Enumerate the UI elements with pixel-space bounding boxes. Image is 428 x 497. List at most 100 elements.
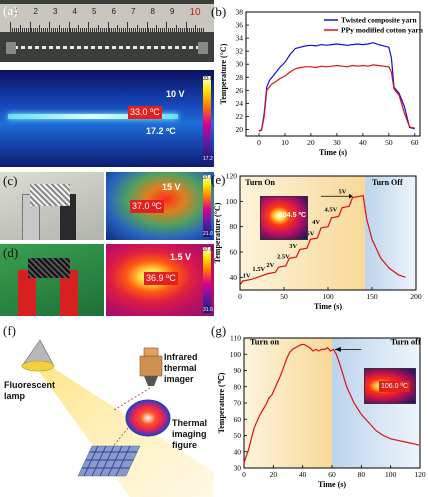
ruler-tick	[76, 28, 77, 32]
legend-label: PPy modified cotton yarn	[341, 26, 424, 35]
panel-f-label: (f)	[3, 323, 16, 338]
ruler-photo: 1 2 3 4 5 6 7 8 9 10	[0, 0, 214, 62]
x-tick-label: 30	[333, 138, 341, 147]
ruler: 1 2 3 4 5 6 7 8 9 10	[0, 4, 214, 32]
y-tick-label: 28	[236, 73, 244, 82]
y-tick-label: 30	[236, 60, 244, 69]
ruler-tick	[201, 28, 202, 32]
x-tick-label: 10	[281, 138, 289, 147]
ruler-tick	[31, 28, 33, 32]
y-tick-label: 120	[226, 172, 238, 181]
lamp-mouth	[21, 360, 55, 372]
ruler-tick	[197, 28, 198, 32]
ruler-tick	[134, 28, 136, 32]
ruler-tick	[70, 28, 72, 32]
panel-c-label: (c)	[3, 173, 18, 188]
ruler-number: 6	[111, 7, 116, 16]
ruler-tick	[183, 28, 185, 32]
voltage-step-label: 3.5V	[302, 231, 315, 238]
ruler-tick	[41, 28, 42, 32]
ruler-tick	[56, 28, 58, 32]
ruler-tick	[193, 28, 194, 32]
figure-label: Thermal imaging figure	[172, 418, 208, 450]
ruler-tick	[97, 25, 99, 32]
ruler-tick	[158, 28, 159, 32]
ruler-tick	[138, 28, 140, 32]
x-tick-label: 60	[411, 138, 419, 147]
imager-lens	[144, 376, 158, 386]
y-tick-label: 38	[236, 8, 244, 17]
turn-off-label: Turn Off	[372, 178, 403, 187]
series-line-1	[239, 194, 406, 286]
imager-link-2	[109, 427, 129, 451]
ruler-tick	[191, 28, 192, 32]
inset-arrowhead-e	[349, 193, 353, 199]
panel-d: 1.5 V 36.9 ºC 37.0 31.0 (d)	[0, 244, 214, 316]
ruler-tick	[187, 28, 189, 32]
y-tick-label: 60	[230, 248, 238, 257]
cold-temp-a: 17.2 ºC	[146, 126, 176, 136]
y-tick-label: 32	[236, 47, 244, 56]
ruler-tick	[185, 22, 187, 32]
ruler-tick	[64, 28, 66, 32]
inset-arrowhead-g	[334, 346, 341, 352]
voltage-label-c: 15 V	[162, 182, 181, 192]
inset-e: 104.5 ºC	[260, 196, 308, 240]
left-electrode	[6, 42, 16, 54]
ruler-number: 9	[170, 7, 175, 16]
red-clip-left	[18, 270, 36, 316]
inset-g-temp: 106.0 ºC	[379, 381, 411, 392]
chart-g: 0 20 40 60 80 100 120 30 40 50 60 70 80 90 100 110 Time …	[217, 334, 426, 490]
ruler-tick	[167, 28, 169, 32]
voltage-step-label: 5V	[339, 189, 347, 196]
ruler-tick	[175, 25, 177, 32]
ruler-number: 7	[131, 7, 136, 16]
inset-e-temp: 104.5 ºC	[279, 212, 307, 219]
ruler-tick	[78, 25, 79, 32]
ruler-tick	[13, 28, 15, 32]
y-tick-label: 30	[234, 464, 242, 473]
ruler-tick	[84, 28, 85, 32]
ruler-tick	[164, 28, 165, 32]
ruler-tick	[148, 28, 150, 32]
y-axis-label: Temperature (℃)	[217, 372, 226, 433]
y-tick-label: 110	[230, 334, 241, 343]
fabric-sample	[30, 184, 70, 206]
ruler-tick	[50, 28, 52, 32]
ruler-tick	[156, 25, 157, 32]
panel-d-label: (d)	[3, 245, 19, 260]
ruler-tick	[62, 28, 64, 32]
panel-a-label: (a)	[3, 3, 18, 18]
ruler-tick	[15, 28, 17, 32]
colorbar-c-top: 37.0	[203, 175, 213, 181]
schematic-f	[21, 339, 214, 497]
x-tick-label: 50	[385, 138, 393, 147]
panel-e-label: (e)	[211, 172, 226, 187]
ruler-tick	[86, 28, 87, 32]
ruler-tick	[19, 25, 21, 32]
ruler-tick	[23, 28, 25, 32]
ruler-tick	[130, 28, 132, 32]
y-tick-label: 20	[236, 125, 244, 134]
chart-b: 0 10 20 30 40 50 60 20 22 24 26 28 30 32 34 36 38 Time (s…	[219, 8, 424, 158]
y-axis-label: Temperature (°C)	[214, 202, 222, 263]
ruler-tick	[11, 28, 13, 32]
panel-a: 1 2 3 4 5 6 7 8 9 10 10 V 33.0 ºC 17.2 ºC 33.0 17…	[0, 0, 214, 167]
y-tick-label: 40	[234, 447, 242, 456]
right-electrode	[198, 42, 208, 54]
ruler-tick	[195, 25, 196, 32]
ruler-tick	[72, 28, 73, 32]
ruler-tick	[144, 28, 146, 32]
voltage-step-label: 2V	[266, 262, 274, 269]
ruler-tick	[203, 28, 204, 32]
colorbar-d-bottom: 31.0	[203, 307, 213, 313]
y-tick-label: 50	[234, 431, 242, 440]
panel-c: 15 V 37.0 ºC 37.0 21.0 (c)	[0, 172, 214, 240]
y-axis-label: Temperature (°C)	[219, 43, 228, 104]
x-tick-label: 40	[359, 138, 367, 147]
ruler-tick	[45, 28, 46, 32]
ruler-tick	[93, 28, 95, 32]
ruler-tick	[171, 28, 173, 32]
imager-label: Infrared thermal imager	[164, 352, 198, 384]
x-tick-label: 100	[385, 470, 397, 479]
